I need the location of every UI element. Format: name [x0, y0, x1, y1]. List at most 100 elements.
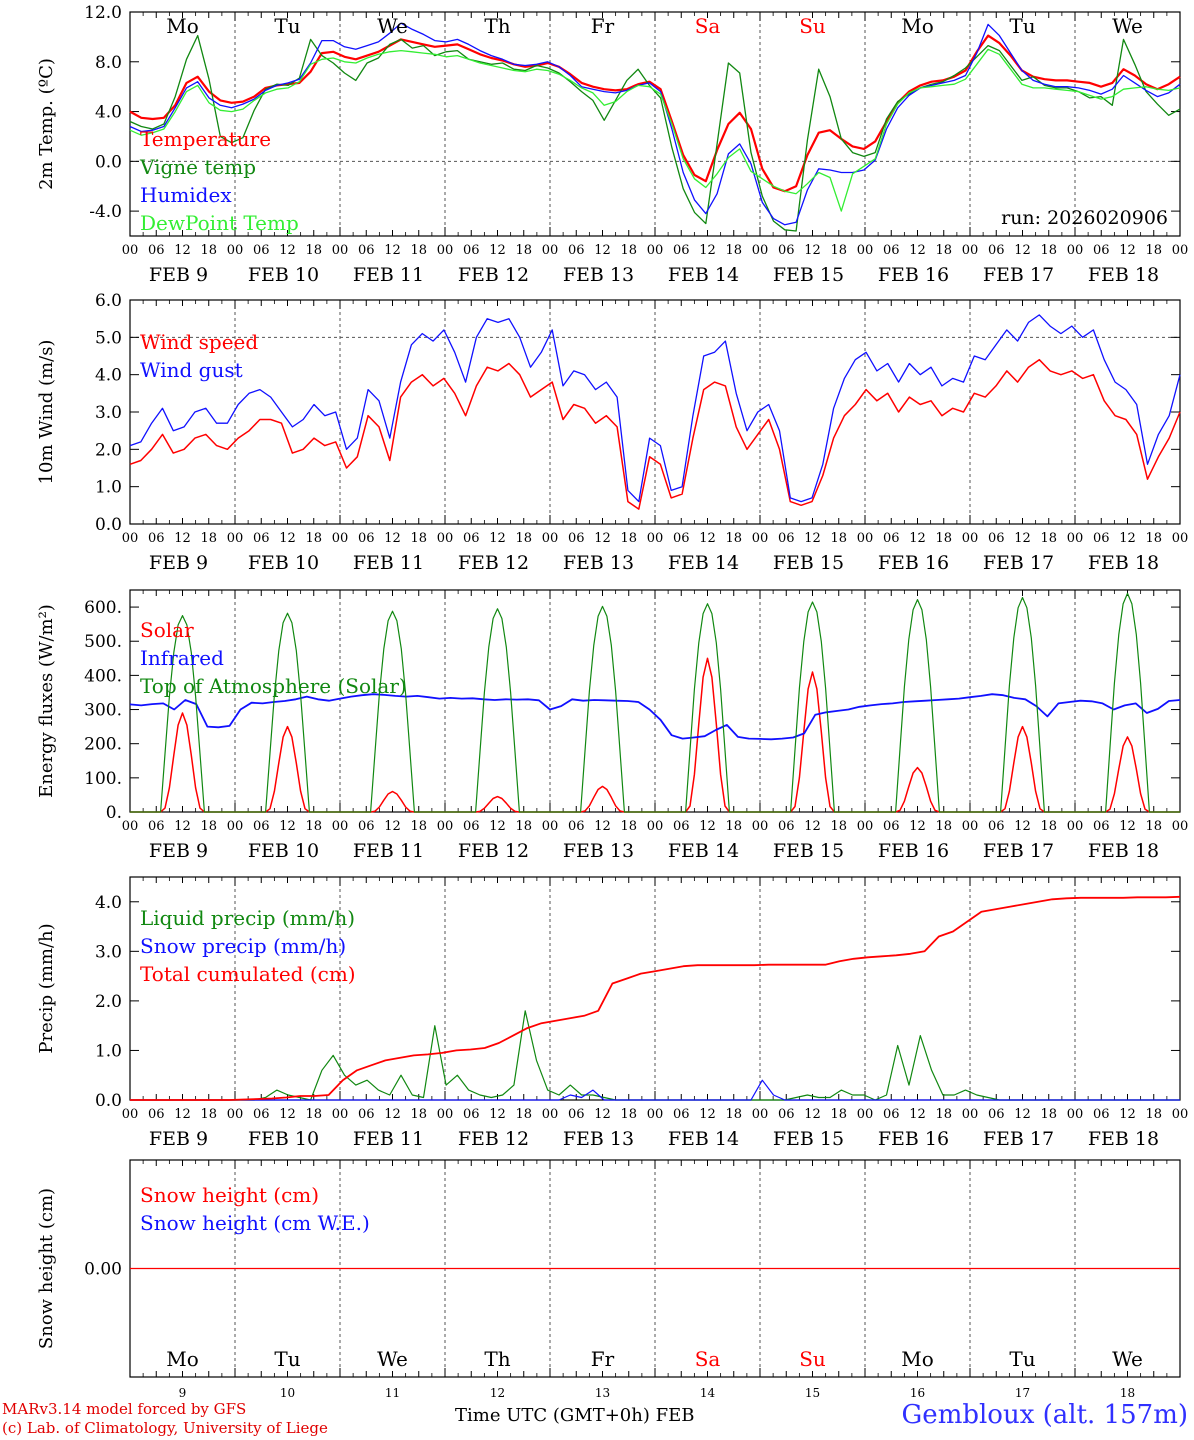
weekday-label: Mo: [901, 14, 934, 38]
y-axis-title: Energy fluxes (W/m²): [36, 604, 57, 798]
weekday-label: Fr: [591, 1347, 615, 1371]
hour-label: 00: [857, 819, 874, 834]
hour-label: 06: [148, 1107, 165, 1122]
hour-label: 00: [752, 243, 769, 258]
hour-label: 00: [227, 819, 244, 834]
hour-label: 12: [279, 819, 296, 834]
date-label: FEB 10: [248, 840, 319, 862]
date-label: FEB 14: [668, 552, 739, 574]
hour-label: 12: [804, 531, 821, 546]
hour-label: 06: [778, 243, 795, 258]
date-label: FEB 12: [458, 552, 529, 574]
hour-label: 06: [673, 243, 690, 258]
date-label: FEB 13: [563, 264, 634, 286]
hour-label: 18: [620, 819, 637, 834]
hour-label: 00: [332, 1107, 349, 1122]
hour-label: 00: [437, 531, 454, 546]
hour-label: 18: [620, 531, 637, 546]
hour-label: 18: [935, 819, 952, 834]
panel-wind: 0.0 1.0 2.0 3.0 4.0 5.0 6.0 10m Wind (m/s) Wind …: [36, 291, 1188, 574]
hour-label: 12: [1014, 819, 1031, 834]
day-number-label: 17: [1015, 1386, 1030, 1400]
series-line-total-cumulated-cm-: [130, 895, 1181, 1101]
hour-label: 00: [542, 1107, 559, 1122]
legend-entry: Snow height (cm W.E.): [140, 1211, 370, 1235]
hour-label: 00: [857, 1107, 874, 1122]
date-label: FEB 16: [878, 264, 949, 286]
hour-label: 06: [988, 819, 1005, 834]
hour-label: 12: [384, 531, 401, 546]
hour-label: 18: [1040, 1107, 1057, 1122]
date-label: FEB 16: [878, 840, 949, 862]
hour-label: 00: [1172, 531, 1189, 546]
y-tick-label: 2.0: [95, 992, 122, 1012]
hour-label: 18: [1145, 1107, 1162, 1122]
hour-label: 06: [673, 819, 690, 834]
hour-label: 00: [122, 243, 139, 258]
hour-label: 06: [358, 531, 375, 546]
hour-label: 18: [830, 243, 847, 258]
series-line-dewpoint-temp: [129, 48, 1181, 212]
hour-label: 06: [463, 1107, 480, 1122]
hour-label: 06: [778, 531, 795, 546]
series-line-humidex: [129, 22, 1181, 226]
legend-entry: Snow precip (mm/h): [140, 934, 346, 958]
weekday-label: Sa: [695, 14, 721, 38]
date-label: FEB 14: [668, 840, 739, 862]
y-tick-label: 200.: [84, 735, 122, 755]
panel-snow: 0.00 Snow height (cm) Snow height (cm) Snow…: [36, 1159, 1181, 1400]
y-tick-label: -4.0: [89, 202, 122, 222]
hour-label: 06: [883, 819, 900, 834]
panel-precip: 0.0 1.0 2.0 3.0 4.0 Precip (mm/h) Liquid preci…: [36, 876, 1188, 1150]
hour-label: 12: [909, 531, 926, 546]
y-tick-label: 100.: [84, 769, 122, 789]
legend-entry: Humidex: [140, 183, 232, 207]
hour-label: 06: [358, 819, 375, 834]
series-group: [129, 22, 1181, 232]
date-label: FEB 13: [563, 840, 634, 862]
date-label: FEB 14: [668, 1128, 739, 1150]
date-label: FEB 11: [353, 552, 424, 574]
hour-label: 00: [962, 243, 979, 258]
hour-label: 06: [883, 1107, 900, 1122]
hour-label: 00: [437, 243, 454, 258]
station-name: Gembloux (alt. 157m): [901, 1400, 1188, 1430]
hour-label: 06: [568, 1107, 585, 1122]
panel-temp: -4.0 0.0 4.0 8.0 12.0 2m Temp. (ºC) Temperatur…: [36, 3, 1188, 286]
hour-label: 00: [647, 1107, 664, 1122]
hour-label: 06: [463, 819, 480, 834]
date-label: FEB 9: [149, 552, 208, 574]
date-label: FEB 10: [248, 1128, 319, 1150]
hour-label: 18: [935, 1107, 952, 1122]
date-label: FEB 10: [248, 552, 319, 574]
hour-label: 06: [883, 243, 900, 258]
legend-entry: Top of Atmosphere (Solar): [140, 674, 407, 698]
date-label: FEB 16: [878, 1128, 949, 1150]
hour-label: 06: [1093, 819, 1110, 834]
hour-label: 12: [1014, 531, 1031, 546]
hour-label: 18: [830, 1107, 847, 1122]
y-axis-title: 2m Temp. (ºC): [36, 58, 57, 190]
hour-label: 18: [830, 819, 847, 834]
hour-label: 18: [830, 531, 847, 546]
hour-label: 00: [122, 531, 139, 546]
hour-label: 06: [673, 531, 690, 546]
hour-label: 00: [122, 819, 139, 834]
hour-label: 06: [463, 531, 480, 546]
hour-label: 00: [857, 531, 874, 546]
date-label: FEB 12: [458, 840, 529, 862]
legend-entry: Vigne temp: [139, 155, 256, 179]
hour-label: 06: [988, 243, 1005, 258]
hour-label: 12: [804, 243, 821, 258]
hour-label: 12: [279, 243, 296, 258]
hour-label: 12: [174, 243, 191, 258]
series-line-temperature: [129, 34, 1181, 193]
hour-label: 00: [752, 1107, 769, 1122]
date-label: FEB 18: [1088, 264, 1159, 286]
run-annotation: run: 2026020906: [1001, 207, 1168, 229]
hour-label: 12: [279, 1107, 296, 1122]
hour-label: 12: [174, 1107, 191, 1122]
date-label: FEB 15: [773, 840, 844, 862]
y-axis-title: Snow height (cm): [36, 1188, 57, 1349]
hour-label: 00: [542, 531, 559, 546]
